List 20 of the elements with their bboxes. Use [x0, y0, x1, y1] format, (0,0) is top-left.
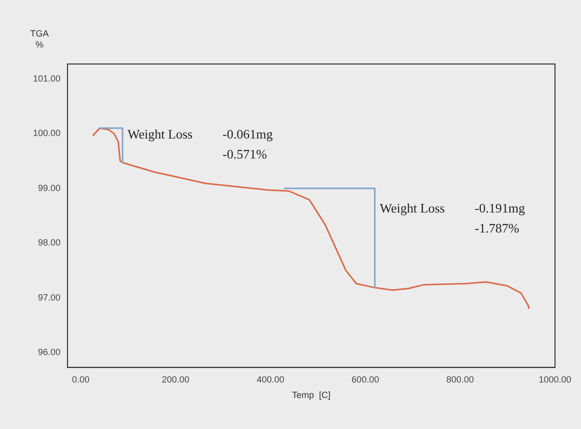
- y-tick-label: 100.00: [32, 128, 61, 138]
- x-tick-label: 1000.00: [538, 374, 572, 384]
- annotation: -1.787%: [474, 220, 520, 236]
- annotation: -0.191mg: [474, 200, 526, 216]
- y-tick-label: 96.00: [38, 347, 61, 358]
- x-tick-label: 0.00: [72, 374, 90, 384]
- x-tick-label: 800.00: [446, 374, 474, 384]
- y-tick-label: 97.00: [38, 292, 61, 302]
- annotation: -0.061mg: [222, 126, 274, 142]
- annotation: Weight Loss: [128, 126, 193, 142]
- y-tick-label: 98.00: [38, 238, 61, 248]
- x-tick-label: 600.00: [352, 374, 380, 384]
- annotation: Weight Loss: [380, 200, 445, 216]
- x-tick-label: 400.00: [256, 374, 284, 384]
- y-tick-label: 99.00: [38, 182, 61, 193]
- y-axis-title: TGA %: [30, 28, 49, 50]
- y-tick-label: 101.00: [32, 73, 61, 84]
- x-tick-label: 200.00: [162, 374, 190, 384]
- x-axis-title: Temp [C]: [292, 390, 331, 400]
- annotation: -0.571%: [222, 146, 268, 162]
